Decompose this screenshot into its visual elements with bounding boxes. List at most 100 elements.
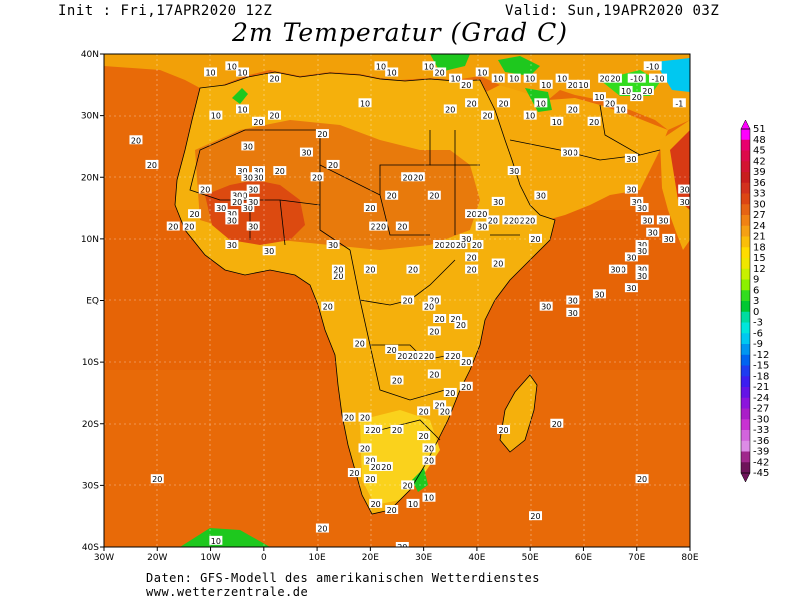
temp-label: 30: [640, 215, 654, 225]
temp-label-box: [273, 166, 287, 176]
temp-label-value: -10: [646, 62, 659, 71]
temp-label-box: [427, 295, 441, 305]
temp-label: 20: [188, 209, 202, 219]
temp-label: 30: [635, 264, 649, 275]
temp-label-value: 20: [509, 216, 519, 225]
temp-label-value: 20: [371, 463, 381, 472]
temp-label: 20: [417, 431, 431, 441]
temp-label: 20: [395, 350, 409, 361]
colorbar-bottom-arrow: [740, 472, 751, 483]
temp-label-value: 20: [472, 241, 482, 250]
temp-label-value: 20: [461, 81, 471, 90]
temp-label-box: [401, 295, 415, 305]
temp-label: 20: [475, 209, 489, 219]
temp-label: 20: [182, 221, 196, 232]
temp-label-value: 10: [424, 62, 434, 71]
temp-label: 10: [550, 116, 564, 127]
temp-label: 20: [401, 295, 415, 306]
temp-label-value: 30: [568, 309, 578, 318]
temp-label-value: 30: [216, 204, 226, 213]
temp-label: 20: [603, 98, 617, 108]
temp-label-value: 10: [536, 99, 546, 108]
temp-label-box: [225, 215, 239, 225]
temp-label-box: [624, 283, 638, 293]
temp-label: 30: [624, 184, 638, 195]
colorbar-swatch: [741, 193, 750, 205]
temp-label-box: [640, 85, 654, 95]
colorbar-swatch: [741, 430, 750, 442]
temp-label-value: 10: [211, 112, 221, 121]
colorbar-swatch: [741, 408, 750, 420]
temp-label-value: 10: [360, 99, 370, 108]
temp-label-value: 20: [387, 192, 397, 201]
temp-label-value: 30: [648, 229, 658, 238]
temp-label: 30: [678, 184, 690, 195]
temp-label: 20: [326, 159, 340, 170]
temp-label-box: [198, 184, 212, 194]
temp-label-value: 20: [253, 118, 263, 127]
temp-label-value: 10: [493, 75, 503, 84]
temp-label-value: 30: [253, 167, 263, 176]
colorbar-tick-label: 39: [753, 167, 766, 178]
temp-label-value: 20: [424, 457, 434, 466]
temp-label-box: [566, 307, 580, 317]
temp-label-box: [369, 424, 383, 434]
temp-label: 20: [145, 159, 159, 170]
temp-label-box: [627, 73, 646, 83]
temp-label: 20: [251, 116, 265, 127]
temp-label-box: [262, 246, 276, 256]
colorbar-swatch: [741, 139, 750, 151]
temp-label-box: [459, 381, 473, 391]
temp-label-value: 20: [461, 383, 471, 392]
temp-label-box: [369, 498, 383, 508]
temp-label: 30: [225, 215, 239, 225]
temp-label: 20: [465, 209, 479, 219]
colorbar-tick-label: 27: [753, 210, 766, 221]
temp-label: -10: [627, 73, 646, 84]
temp-label-box: [310, 172, 324, 182]
temp-label: 20: [459, 381, 473, 392]
temp-label-value: 20: [435, 241, 445, 250]
temp-label-box: [619, 85, 633, 95]
temp-label-box: [566, 104, 580, 114]
temp-label-box: [550, 418, 564, 428]
temp-label: 10: [507, 73, 521, 84]
colorbar-tick-label: -42: [753, 457, 769, 468]
temp-label-box: [395, 542, 409, 547]
temp-label: 30: [592, 289, 606, 299]
temp-label-value: 20: [445, 105, 455, 114]
north-land: [104, 54, 690, 130]
website-link[interactable]: www.wetterzentrale.de: [146, 585, 309, 599]
map-title: 2m Temperatur (Grad C): [232, 18, 568, 47]
temp-label-box: [523, 73, 537, 83]
temp-label: 30: [678, 196, 690, 207]
temp-label: 20: [385, 344, 399, 355]
temp-label: 20: [166, 221, 180, 232]
lat-tick-label: 20S: [82, 420, 99, 430]
temp-label: 30: [262, 246, 276, 256]
temp-label: 30: [656, 215, 670, 225]
temp-label-value: 10: [376, 62, 386, 71]
temp-label-box: [427, 326, 441, 336]
temp-label-value: 30: [243, 142, 253, 151]
temp-label: 30: [230, 190, 244, 201]
temp-label-box: [395, 350, 409, 360]
temp-label: 20: [401, 172, 415, 182]
temp-label: 20: [433, 240, 447, 250]
temp-label-box: [166, 221, 180, 231]
temp-label-value: 20: [525, 216, 535, 225]
temp-label: 30: [566, 295, 580, 306]
temp-label-box: [209, 110, 223, 120]
temp-label-box: [230, 190, 244, 200]
temp-label: 20: [417, 406, 431, 416]
temp-label: 20: [523, 215, 537, 225]
temp-label-value: 30: [493, 198, 503, 207]
temp-label-box: [454, 240, 468, 250]
temp-label-value: 20: [605, 99, 615, 108]
colorbar-tick-label: -6: [753, 328, 763, 339]
temp-label-value: 20: [488, 216, 498, 225]
temp-label-box: [646, 227, 660, 237]
temp-label-box: [417, 431, 431, 441]
colorbar-swatch: [741, 258, 750, 270]
